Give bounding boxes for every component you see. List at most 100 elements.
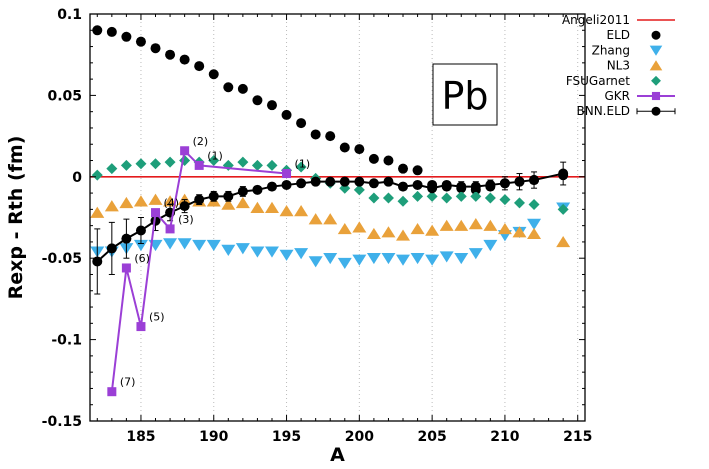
data-point [150, 158, 162, 170]
data-point [529, 175, 540, 186]
legend-marker [651, 30, 661, 40]
point-annotation: (5) [149, 311, 165, 324]
series-zhang [90, 202, 571, 270]
legend-label: NL3 [607, 59, 630, 73]
data-point [497, 222, 512, 235]
data-point [91, 169, 103, 181]
data-point [441, 192, 453, 204]
series-layer: (7)(6)(5)(4)(3)(2)(1)(1) [90, 25, 571, 397]
data-point [163, 238, 178, 250]
data-point [558, 168, 569, 179]
data-point [221, 244, 236, 257]
data-point [308, 256, 323, 268]
point-annotation: (2) [193, 135, 209, 148]
data-point [206, 239, 221, 252]
data-point [368, 153, 379, 164]
data-point [235, 196, 250, 209]
data-point [135, 36, 146, 47]
x-tick-label: 215 [563, 429, 592, 445]
data-point [107, 387, 117, 397]
data-point [106, 243, 117, 254]
legend-label: ELD [606, 28, 630, 42]
y-tick-label: -0.05 [42, 251, 82, 267]
data-point [323, 213, 338, 225]
y-tick-label: -0.15 [42, 414, 82, 430]
legend-marker [649, 45, 663, 56]
data-point [264, 201, 279, 213]
data-point [151, 208, 161, 218]
data-point [250, 201, 265, 213]
data-point [368, 192, 380, 204]
y-tick-label: -0.1 [51, 333, 82, 349]
data-point [179, 54, 190, 65]
point-annotation: (6) [134, 252, 150, 265]
data-point [179, 155, 191, 167]
data-point [557, 203, 569, 215]
data-point [135, 158, 147, 170]
data-point [454, 252, 469, 265]
data-point [90, 206, 105, 218]
data-point [410, 252, 425, 265]
data-point [279, 205, 294, 217]
legend-marker [649, 60, 663, 71]
data-point [339, 142, 350, 153]
data-point [468, 248, 483, 260]
data-point [192, 239, 207, 252]
legend-label: FSUGarnet [566, 74, 630, 88]
data-point [337, 222, 352, 235]
x-axis-title: A [330, 444, 345, 466]
data-point [455, 190, 467, 202]
data-point [281, 179, 292, 190]
panel-label-frame [432, 63, 498, 126]
data-point [412, 165, 423, 176]
point-annotation: (3) [178, 213, 194, 226]
data-point [252, 184, 263, 195]
data-point [352, 221, 367, 233]
data-point [106, 26, 117, 37]
legend-marker [651, 91, 661, 101]
data-point [381, 226, 396, 238]
data-point [512, 226, 527, 238]
data-point [396, 229, 411, 241]
data-point [398, 181, 409, 192]
data-point [150, 215, 161, 226]
data-point [133, 195, 148, 207]
x-tick-label: 195 [272, 429, 301, 445]
data-point [310, 129, 321, 140]
data-point [251, 159, 263, 171]
data-point [427, 183, 438, 194]
data-point [368, 178, 379, 189]
data-point [264, 246, 279, 258]
data-point [470, 181, 481, 192]
data-point [221, 198, 236, 210]
data-point [484, 192, 496, 204]
x-tick-label: 205 [418, 429, 447, 445]
data-point [135, 225, 146, 236]
data-point [208, 191, 219, 202]
data-point [194, 194, 205, 205]
data-point [295, 161, 307, 173]
data-point [383, 176, 394, 187]
data-point [397, 195, 409, 207]
data-point [381, 252, 396, 265]
data-point [556, 235, 571, 248]
data-point [106, 163, 118, 175]
point-annotation: (7) [120, 376, 136, 389]
data-point [527, 227, 542, 240]
data-point [352, 254, 367, 266]
data-point [410, 222, 425, 235]
data-point [468, 218, 483, 230]
point-annotation: (1) [295, 158, 311, 171]
data-point [439, 219, 454, 231]
data-point [354, 176, 365, 187]
data-point [294, 248, 309, 260]
data-point [223, 191, 234, 202]
data-point [266, 100, 277, 111]
series-nl3 [90, 193, 571, 248]
legend-label: BNN.ELD [576, 104, 630, 118]
data-point [483, 239, 498, 252]
point-annotation: (4) [164, 197, 180, 210]
data-point [163, 195, 178, 207]
